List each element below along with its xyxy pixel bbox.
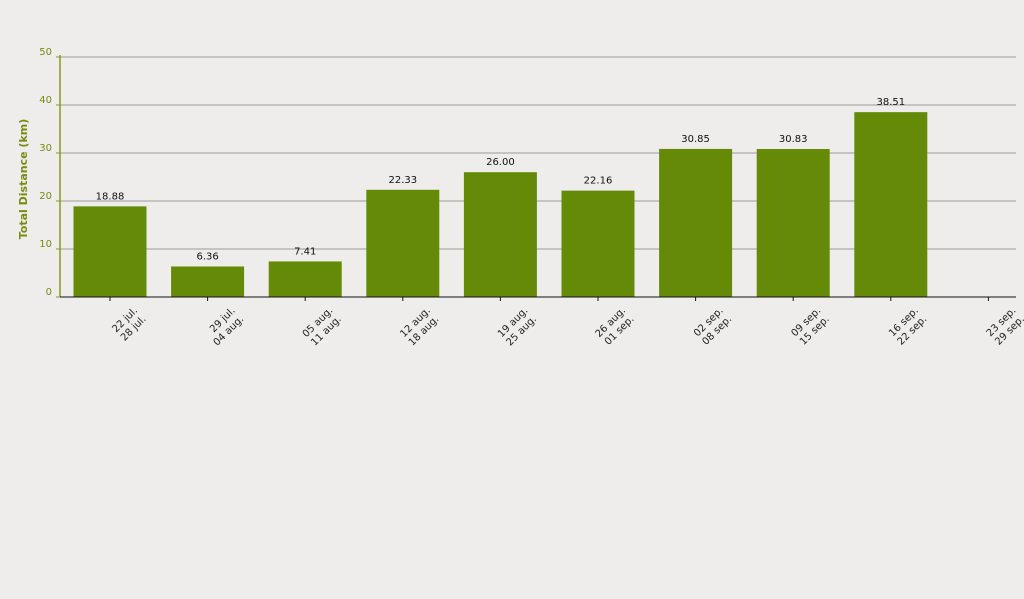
bar <box>561 190 635 297</box>
x-tick-label: 22 jul.28 jul. <box>110 305 148 343</box>
bar <box>854 112 928 297</box>
x-tick-label: 19 aug.25 aug. <box>496 305 539 348</box>
bar-value-label: 6.36 <box>196 251 218 262</box>
bar-value-label: 30.83 <box>779 134 808 145</box>
bar <box>463 172 537 297</box>
x-tick-label: 26 aug.01 sep. <box>594 305 637 348</box>
x-tick-label: 29 jul.04 aug. <box>203 305 246 348</box>
y-axis-label: Total Distance (km) <box>17 119 30 239</box>
bar-value-label: 22.33 <box>388 175 417 186</box>
y-tick-label: 50 <box>39 47 52 58</box>
x-tick-label: 12 aug.18 aug. <box>398 305 441 348</box>
y-tick-label: 30 <box>39 143 52 154</box>
bar <box>756 149 830 297</box>
x-tick-label: 16 sep.22 sep. <box>887 305 929 347</box>
x-tick-label: 23 sep.29 sep. <box>985 305 1024 347</box>
bar <box>73 206 147 297</box>
x-tick-label: 09 sep.15 sep. <box>790 305 832 347</box>
bar-value-label: 22.16 <box>584 176 613 187</box>
bar <box>171 266 245 297</box>
x-tick-label: 02 sep.08 sep. <box>692 305 734 347</box>
bar <box>268 261 342 297</box>
bar-value-label: 30.85 <box>681 134 710 145</box>
data-labels: 18.88 6.36 7.41 22.33 26.00 22.16 30.85 30.83 38… <box>96 97 905 262</box>
bar-value-label: 7.41 <box>294 246 316 257</box>
bar-value-label: 18.88 <box>96 191 125 202</box>
y-tick-label: 40 <box>39 95 52 106</box>
bar <box>659 148 733 297</box>
bars <box>73 112 928 297</box>
bar-value-label: 38.51 <box>876 97 905 108</box>
bar-value-label: 26.00 <box>486 157 515 168</box>
bar <box>366 189 440 297</box>
x-tick-label: 05 aug.11 aug. <box>301 305 344 348</box>
y-tick-label: 10 <box>39 239 52 250</box>
y-tick-label: 20 <box>39 191 52 202</box>
y-tick-label: 0 <box>46 287 52 298</box>
